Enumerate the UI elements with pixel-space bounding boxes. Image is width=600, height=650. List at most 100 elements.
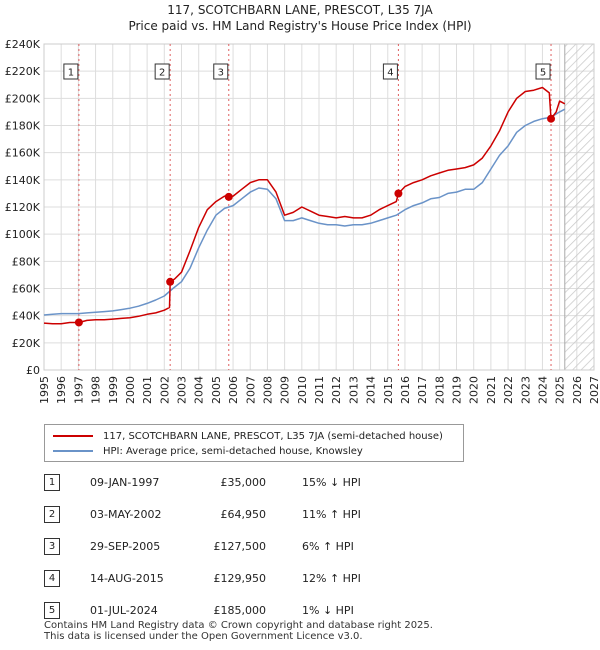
row-price: £129,950 (213, 572, 267, 585)
series-line-property (43, 86, 566, 325)
y-tick-label: £100K (5, 228, 41, 241)
sale-label-box-2 (154, 63, 170, 80)
row-hpi-change: 6% ↑ HPI (302, 540, 354, 553)
x-tick-label: 2007 (244, 376, 257, 404)
x-tick-label: 1999 (107, 376, 120, 404)
x-tick-label: 2026 (571, 376, 584, 404)
table-row: 5 01-JUL-2024 £185,000 1% ↓ HPI (44, 600, 404, 620)
legend-swatch-hpi (53, 450, 93, 452)
x-tick-label: 2013 (347, 376, 360, 404)
sale-label-box-5 (535, 63, 551, 80)
footer-license: This data is licensed under the Open Gov… (44, 631, 363, 642)
y-tick-label: £20K (12, 337, 41, 350)
table-row: 2 03-MAY-2002 £64,950 11% ↑ HPI (44, 504, 404, 524)
series-line-hpi (43, 108, 566, 316)
gridlines (43, 43, 595, 371)
row-number-badge: 5 (44, 602, 60, 619)
table-row: 1 09-JAN-1997 £35,000 15% ↓ HPI (44, 472, 404, 492)
chart-title-block: 117, SCOTCHBARN LANE, PRESCOT, L35 7JA P… (0, 2, 600, 34)
x-tick-label: 2012 (330, 376, 343, 404)
legend: 117, SCOTCHBARN LANE, PRESCOT, L35 7JA (… (44, 424, 464, 462)
y-tick-label: £240K (5, 38, 41, 51)
legend-label-property: 117, SCOTCHBARN LANE, PRESCOT, L35 7JA (… (103, 431, 443, 442)
y-tick-label: £180K (5, 120, 41, 133)
y-tick-label: £40K (12, 310, 41, 323)
row-date: 01-JUL-2024 (90, 604, 158, 617)
x-tick-label: 2015 (382, 376, 395, 404)
x-tick-label: 2000 (124, 376, 137, 404)
x-tick-label: 2009 (279, 376, 292, 404)
axes (43, 43, 595, 371)
sale-label-box-4 (382, 63, 398, 80)
table-row: 4 14-AUG-2015 £129,950 12% ↑ HPI (44, 568, 404, 588)
sale-point-1 (74, 318, 83, 327)
legend-swatch-property (53, 435, 93, 437)
row-price: £64,950 (220, 508, 267, 521)
row-date: 09-JAN-1997 (90, 476, 160, 489)
x-tick-label: 1996 (55, 376, 68, 404)
y-tick-label: £220K (5, 65, 41, 78)
plot-frame (43, 43, 595, 371)
sale-marker-lines (78, 44, 552, 370)
x-tick-label: 1998 (90, 376, 103, 404)
row-date: 29-SEP-2005 (90, 540, 161, 553)
legend-label-hpi: HPI: Average price, semi-detached house,… (103, 446, 363, 457)
sale-label-5: 5 (540, 68, 546, 79)
row-date: 03-MAY-2002 (90, 508, 162, 521)
row-date: 14-AUG-2015 (90, 572, 164, 585)
x-tick-label: 2005 (210, 376, 223, 404)
y-tick-label: £0 (26, 364, 40, 377)
x-tick-label: 2016 (399, 376, 412, 404)
x-tick-label: 2001 (141, 376, 154, 404)
chart-title: 117, SCOTCHBARN LANE, PRESCOT, L35 7JA (167, 3, 433, 17)
future-hatch-region (564, 44, 594, 370)
x-axis-ticks: 1995 1996 1997 1998 1999 2000 2001 2002 2003 2004… (38, 376, 600, 404)
sale-label-1: 1 (68, 68, 74, 79)
row-number-badge: 1 (44, 474, 60, 491)
x-tick-label: 2022 (502, 376, 515, 404)
y-tick-label: £120K (5, 201, 41, 214)
legend-item-hpi: HPI: Average price, semi-detached house,… (53, 445, 363, 459)
row-number-badge: 2 (44, 506, 60, 523)
x-tick-label: 1995 (38, 376, 51, 404)
x-tick-label: 2011 (313, 376, 326, 404)
x-tick-label: 2023 (519, 376, 532, 404)
sale-point-5 (547, 114, 556, 123)
row-price: £127,500 (213, 540, 267, 553)
y-axis-ticks: £0 £20K £40K £60K £80K £100K £120K £140K £160K £1… (5, 38, 41, 377)
row-hpi-change: 11% ↑ HPI (302, 508, 361, 521)
future-hatch (564, 44, 594, 370)
legend-item-property: 117, SCOTCHBARN LANE, PRESCOT, L35 7JA (… (53, 430, 443, 444)
sale-label-box-3 (213, 63, 229, 80)
sale-label-2: 2 (159, 68, 165, 79)
row-number-badge: 4 (44, 570, 60, 587)
row-price: £35,000 (220, 476, 267, 489)
table-row: 3 29-SEP-2005 £127,500 6% ↑ HPI (44, 536, 404, 556)
x-tick-label: 2010 (296, 376, 309, 404)
y-tick-label: £80K (12, 255, 41, 268)
footer-copyright: Contains HM Land Registry data © Crown c… (44, 620, 433, 631)
sale-labels: 1 2 3 4 5 (63, 63, 551, 80)
sale-label-3: 3 (218, 68, 224, 79)
y-tick-label: £160K (5, 147, 41, 160)
x-tick-label: 2006 (227, 376, 240, 404)
sale-point-2 (166, 277, 175, 286)
series-lines (43, 86, 566, 325)
row-hpi-change: 15% ↓ HPI (302, 476, 361, 489)
x-tick-label: 2003 (176, 376, 189, 404)
y-tick-label: £140K (5, 174, 41, 187)
y-tick-label: £200K (5, 92, 41, 105)
x-tick-label: 2014 (365, 376, 378, 404)
x-tick-label: 1997 (72, 376, 85, 404)
x-tick-label: 2020 (468, 376, 481, 404)
x-tick-label: 2008 (261, 376, 274, 404)
sale-points (74, 114, 556, 327)
chart-subtitle: Price paid vs. HM Land Registry's House … (128, 19, 472, 33)
y-tick-label: £60K (12, 283, 41, 296)
row-price: £185,000 (213, 604, 267, 617)
row-hpi-change: 12% ↑ HPI (302, 572, 361, 585)
x-tick-label: 2027 (588, 376, 600, 404)
row-hpi-change: 1% ↓ HPI (302, 604, 354, 617)
x-tick-label: 2004 (193, 376, 206, 404)
